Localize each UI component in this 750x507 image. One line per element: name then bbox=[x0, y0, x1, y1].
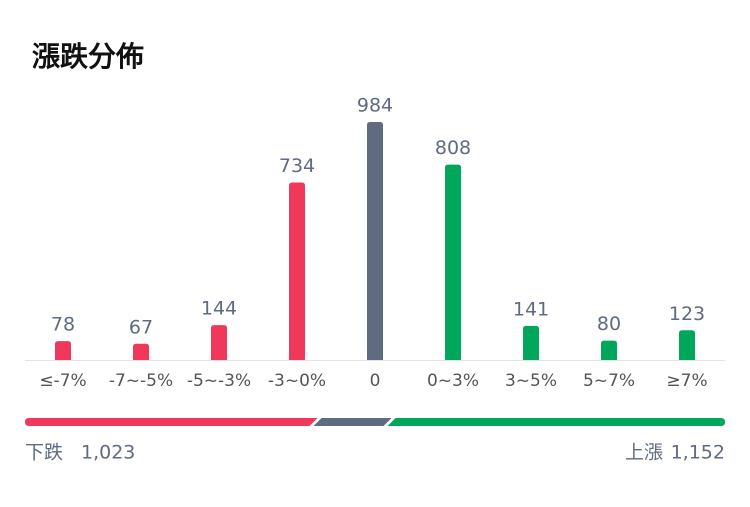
value-label: 144 bbox=[201, 298, 237, 320]
value-label: 80 bbox=[597, 313, 621, 335]
bar bbox=[445, 164, 461, 360]
up-value: 1,152 bbox=[671, 442, 725, 464]
value-label: 808 bbox=[435, 137, 471, 159]
x-tick-label: -7~-5% bbox=[109, 371, 173, 391]
value-label: 67 bbox=[129, 316, 153, 338]
bar bbox=[289, 182, 305, 360]
chart-title: 漲跌分佈 bbox=[32, 40, 144, 73]
x-tick-label: -3~0% bbox=[268, 371, 326, 391]
x-tick-label: 0 bbox=[370, 371, 381, 391]
bar bbox=[211, 325, 227, 360]
flat-segment bbox=[313, 418, 392, 426]
value-label: 123 bbox=[669, 303, 705, 325]
bar bbox=[601, 340, 617, 360]
value-label: 984 bbox=[357, 95, 393, 117]
x-tick-label: ≥7% bbox=[666, 371, 707, 391]
x-tick-label: -5~-3% bbox=[187, 371, 251, 391]
bar bbox=[367, 122, 383, 360]
value-label: 734 bbox=[279, 155, 315, 177]
x-tick-label: 5~7% bbox=[583, 371, 635, 391]
up-label: 上漲 bbox=[625, 442, 663, 464]
value-label: 78 bbox=[51, 314, 75, 336]
down-segment bbox=[25, 418, 318, 426]
up-segment bbox=[387, 418, 725, 426]
down-value: 1,023 bbox=[81, 442, 135, 464]
x-tick-label: 0~3% bbox=[427, 371, 479, 391]
x-tick-label: 3~5% bbox=[505, 371, 557, 391]
x-tick-label: ≤-7% bbox=[39, 371, 86, 391]
value-label: 141 bbox=[513, 298, 549, 320]
bar bbox=[133, 343, 149, 360]
down-label: 下跌 bbox=[25, 442, 63, 464]
bar bbox=[679, 330, 695, 360]
bar bbox=[55, 341, 71, 360]
bar bbox=[523, 325, 539, 360]
